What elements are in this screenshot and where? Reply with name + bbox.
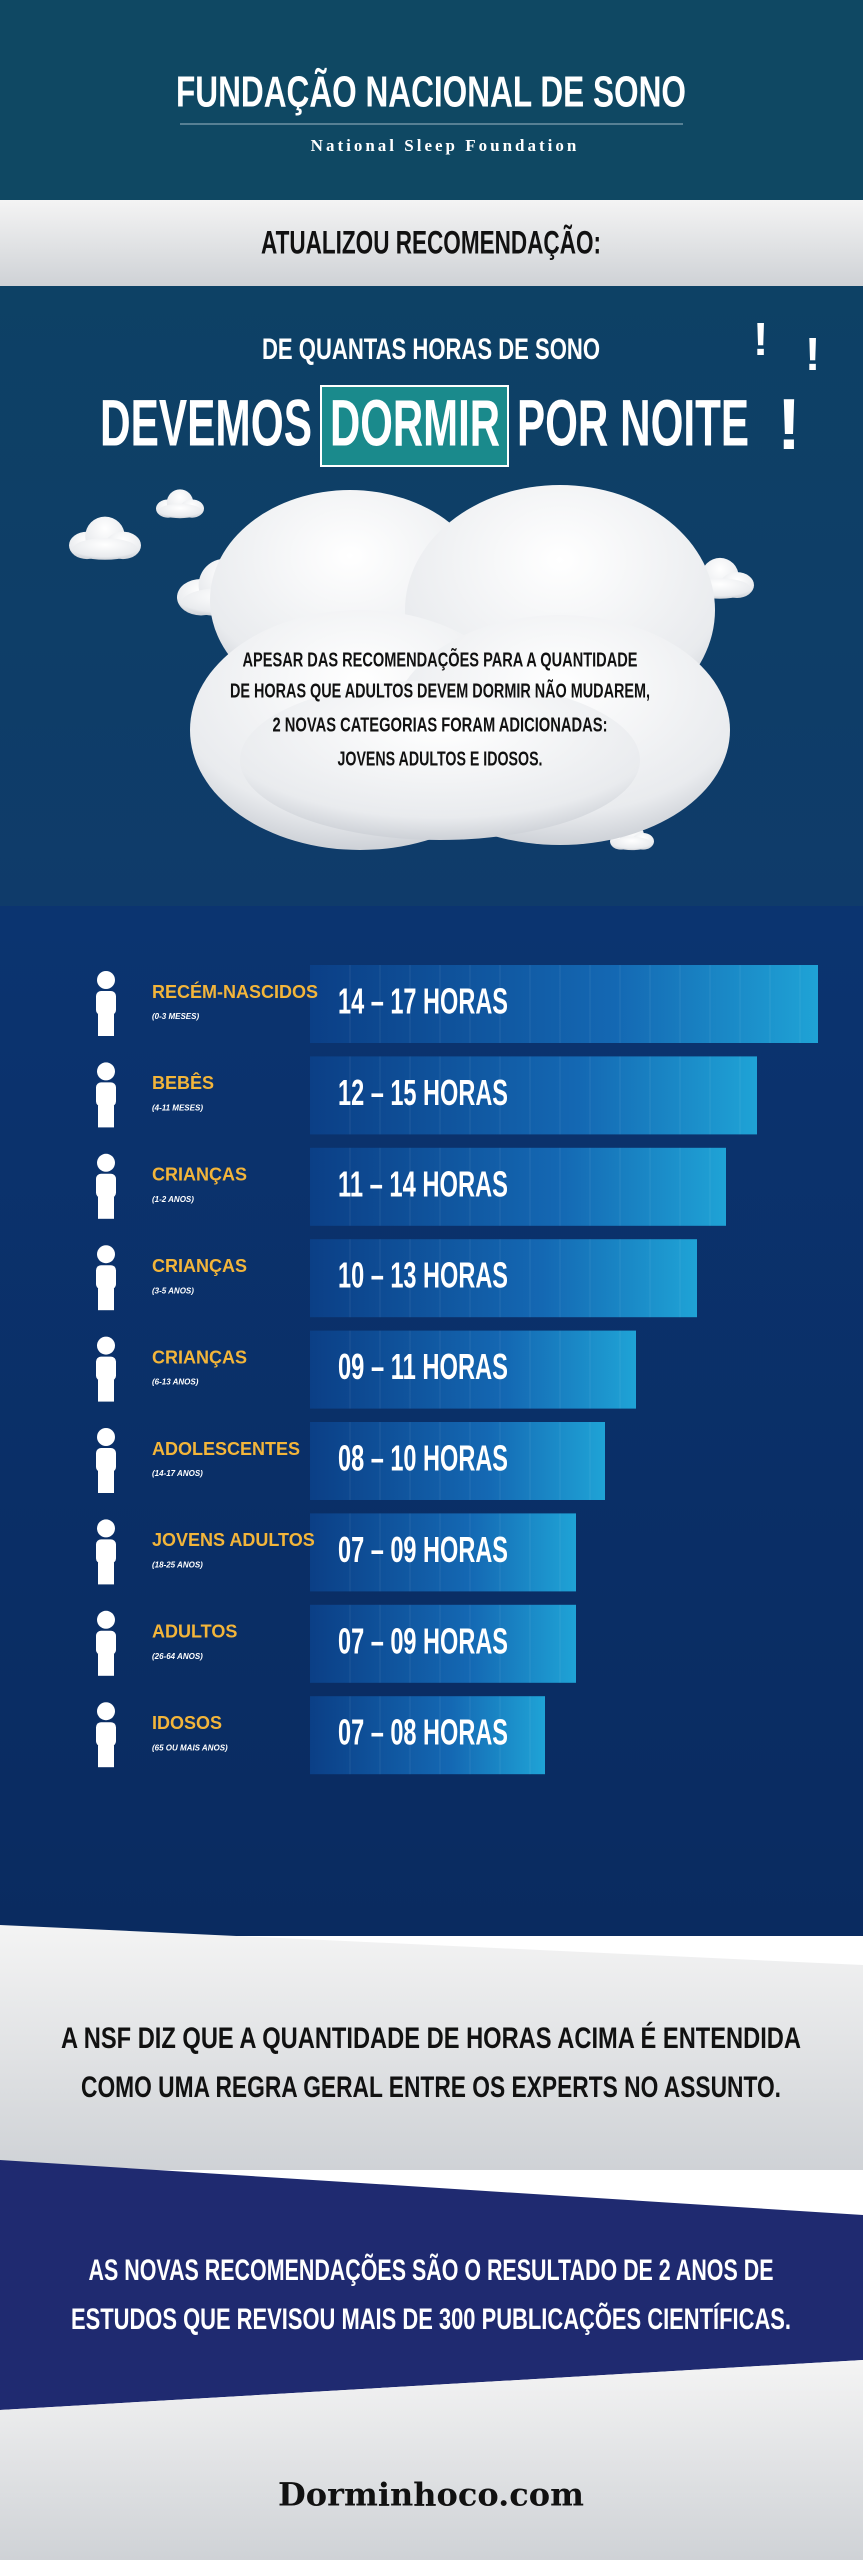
- age-label: (3-5 ANOS): [152, 1286, 194, 1295]
- hours-label: 09 – 11 HORAS: [338, 1346, 508, 1387]
- icon-body: [96, 1265, 116, 1290]
- note-line: A NSF DIZ QUE A QUANTIDADE DE HORAS ACIM…: [61, 2021, 801, 2055]
- icon-body: [96, 1722, 116, 1747]
- hours-bar: [310, 1696, 545, 1775]
- icon-head: [97, 1245, 115, 1264]
- header-subtitle: National Sleep Foundation: [311, 136, 580, 155]
- age-label: (18-25 ANOS): [152, 1561, 203, 1570]
- icon-body: [96, 1082, 116, 1107]
- hours-label: 07 – 08 HORAS: [338, 1712, 508, 1753]
- icon-body: [96, 1630, 116, 1655]
- icon-head: [97, 1610, 115, 1629]
- age-label: (14-17 ANOS): [152, 1469, 203, 1478]
- cloud-puff: [158, 503, 202, 519]
- group-label: ADOLESCENTES: [152, 1439, 300, 1459]
- hours-label: 12 – 15 HORAS: [338, 1072, 508, 1113]
- intro-line: 2 NOVAS CATEGORIAS FORAM ADICIONADAS:: [273, 714, 608, 736]
- hours-bar: [310, 1513, 576, 1592]
- age-label: (0-3 MESES): [152, 1012, 199, 1021]
- intro-line: DE HORAS QUE ADULTOS DEVEM DORMIR NÃO MU…: [230, 679, 650, 702]
- icon-legs: [98, 1471, 114, 1493]
- group-label: CRIANÇAS: [152, 1347, 247, 1367]
- headline-word: POR NOITE: [517, 385, 749, 459]
- icon-legs: [98, 1653, 114, 1676]
- intro-line: APESAR DAS RECOMENDAÇÕES PARA A QUANTIDA…: [243, 647, 638, 671]
- headline-highlight: DORMIR: [330, 385, 500, 459]
- hours-label: 10 – 13 HORAS: [338, 1255, 508, 1296]
- highlight-box: [320, 385, 509, 467]
- group-label: RECÉM-NASCIDOS: [152, 981, 318, 1002]
- hours-bar: [310, 1422, 605, 1500]
- cloud-puff: [72, 538, 138, 560]
- icon-head: [97, 1336, 115, 1355]
- icon-legs: [98, 1014, 114, 1036]
- age-label: (26-64 ANOS): [152, 1652, 203, 1661]
- cloud-puff: [612, 836, 652, 851]
- footer-bg: [0, 2360, 863, 2560]
- icon-legs: [98, 1288, 114, 1311]
- conclusion-line: ESTUDOS QUE REVISOU MAIS DE 300 PUBLICAÇ…: [71, 2302, 791, 2336]
- icon-legs: [98, 1196, 114, 1219]
- hours-bar: [310, 1147, 726, 1226]
- icon-legs: [98, 1562, 114, 1585]
- hours-bar: [310, 1056, 757, 1135]
- icon-head: [97, 1153, 115, 1172]
- clouds: [69, 485, 754, 1915]
- headline-word: DEVEMOS: [100, 385, 312, 459]
- conclusion-bg: [0, 2160, 863, 2410]
- age-label: (6-13 ANOS): [152, 1378, 199, 1387]
- hours-label: 08 – 10 HORAS: [338, 1438, 508, 1479]
- exclamation: !: [753, 313, 768, 365]
- icon-head: [97, 1519, 115, 1538]
- rows: 14 – 17 HORAS RECÉM-NASCIDOS (0-3 MESES) 12…: [96, 965, 818, 1775]
- icon-head: [97, 1702, 115, 1721]
- group-label: ADULTOS: [152, 1622, 237, 1642]
- icon-body: [96, 1448, 116, 1472]
- group-label: CRIANÇAS: [152, 1256, 247, 1276]
- note-line: COMO UMA REGRA GERAL ENTRE OS EXPERTS NO…: [81, 2071, 781, 2104]
- icon-legs: [98, 1105, 114, 1128]
- icon-head: [97, 1062, 115, 1081]
- hours-bar: [310, 965, 818, 1043]
- header-bg: [0, 0, 863, 200]
- hours-bar: [310, 1330, 636, 1409]
- age-label: (4-11 MESES): [152, 1104, 203, 1113]
- hours-label: 14 – 17 HORAS: [338, 981, 508, 1022]
- icon-body: [96, 1173, 116, 1198]
- banner-bg: [0, 200, 863, 286]
- exclamation: !: [805, 328, 820, 380]
- icon-head: [97, 1428, 115, 1446]
- age-label: (65 OU MAIS ANOS): [152, 1743, 228, 1752]
- group-label: BEBÊS: [152, 1072, 214, 1093]
- intro-line: JOVENS ADULTOS E IDOSOS.: [338, 748, 543, 770]
- icon-legs: [98, 1745, 114, 1768]
- group-label: CRIANÇAS: [152, 1165, 247, 1185]
- icon-body: [96, 1539, 116, 1564]
- headline-line1: DE QUANTAS HORAS DE SONO: [262, 333, 600, 366]
- group-label: JOVENS ADULTOS: [152, 1530, 315, 1550]
- header-title: FUNDAÇÃO NACIONAL DE SONO: [176, 67, 686, 117]
- hours-label: 07 – 09 HORAS: [338, 1529, 508, 1570]
- hours-label: 11 – 14 HORAS: [338, 1163, 508, 1204]
- group-label: IDOSOS: [152, 1713, 222, 1733]
- banner: ATUALIZOU RECOMENDAÇÃO:: [261, 224, 601, 260]
- icon-body: [96, 991, 116, 1015]
- footer-logo: Dorminhoco.com: [278, 2476, 584, 2514]
- conclusion-line: AS NOVAS RECOMENDAÇÕES SÃO O RESULTADO D…: [89, 2253, 774, 2287]
- icon-body: [96, 1356, 116, 1381]
- note-bg: [0, 1925, 863, 2170]
- hours-bar: [310, 1239, 697, 1318]
- icon-head: [97, 971, 115, 989]
- age-label: (1-2 ANOS): [152, 1195, 194, 1204]
- icon-legs: [98, 1379, 114, 1402]
- exclamation: !: [777, 385, 801, 465]
- hours-label: 07 – 09 HORAS: [338, 1620, 508, 1661]
- hours-bar: [310, 1604, 576, 1683]
- cloud-puff: [240, 680, 640, 840]
